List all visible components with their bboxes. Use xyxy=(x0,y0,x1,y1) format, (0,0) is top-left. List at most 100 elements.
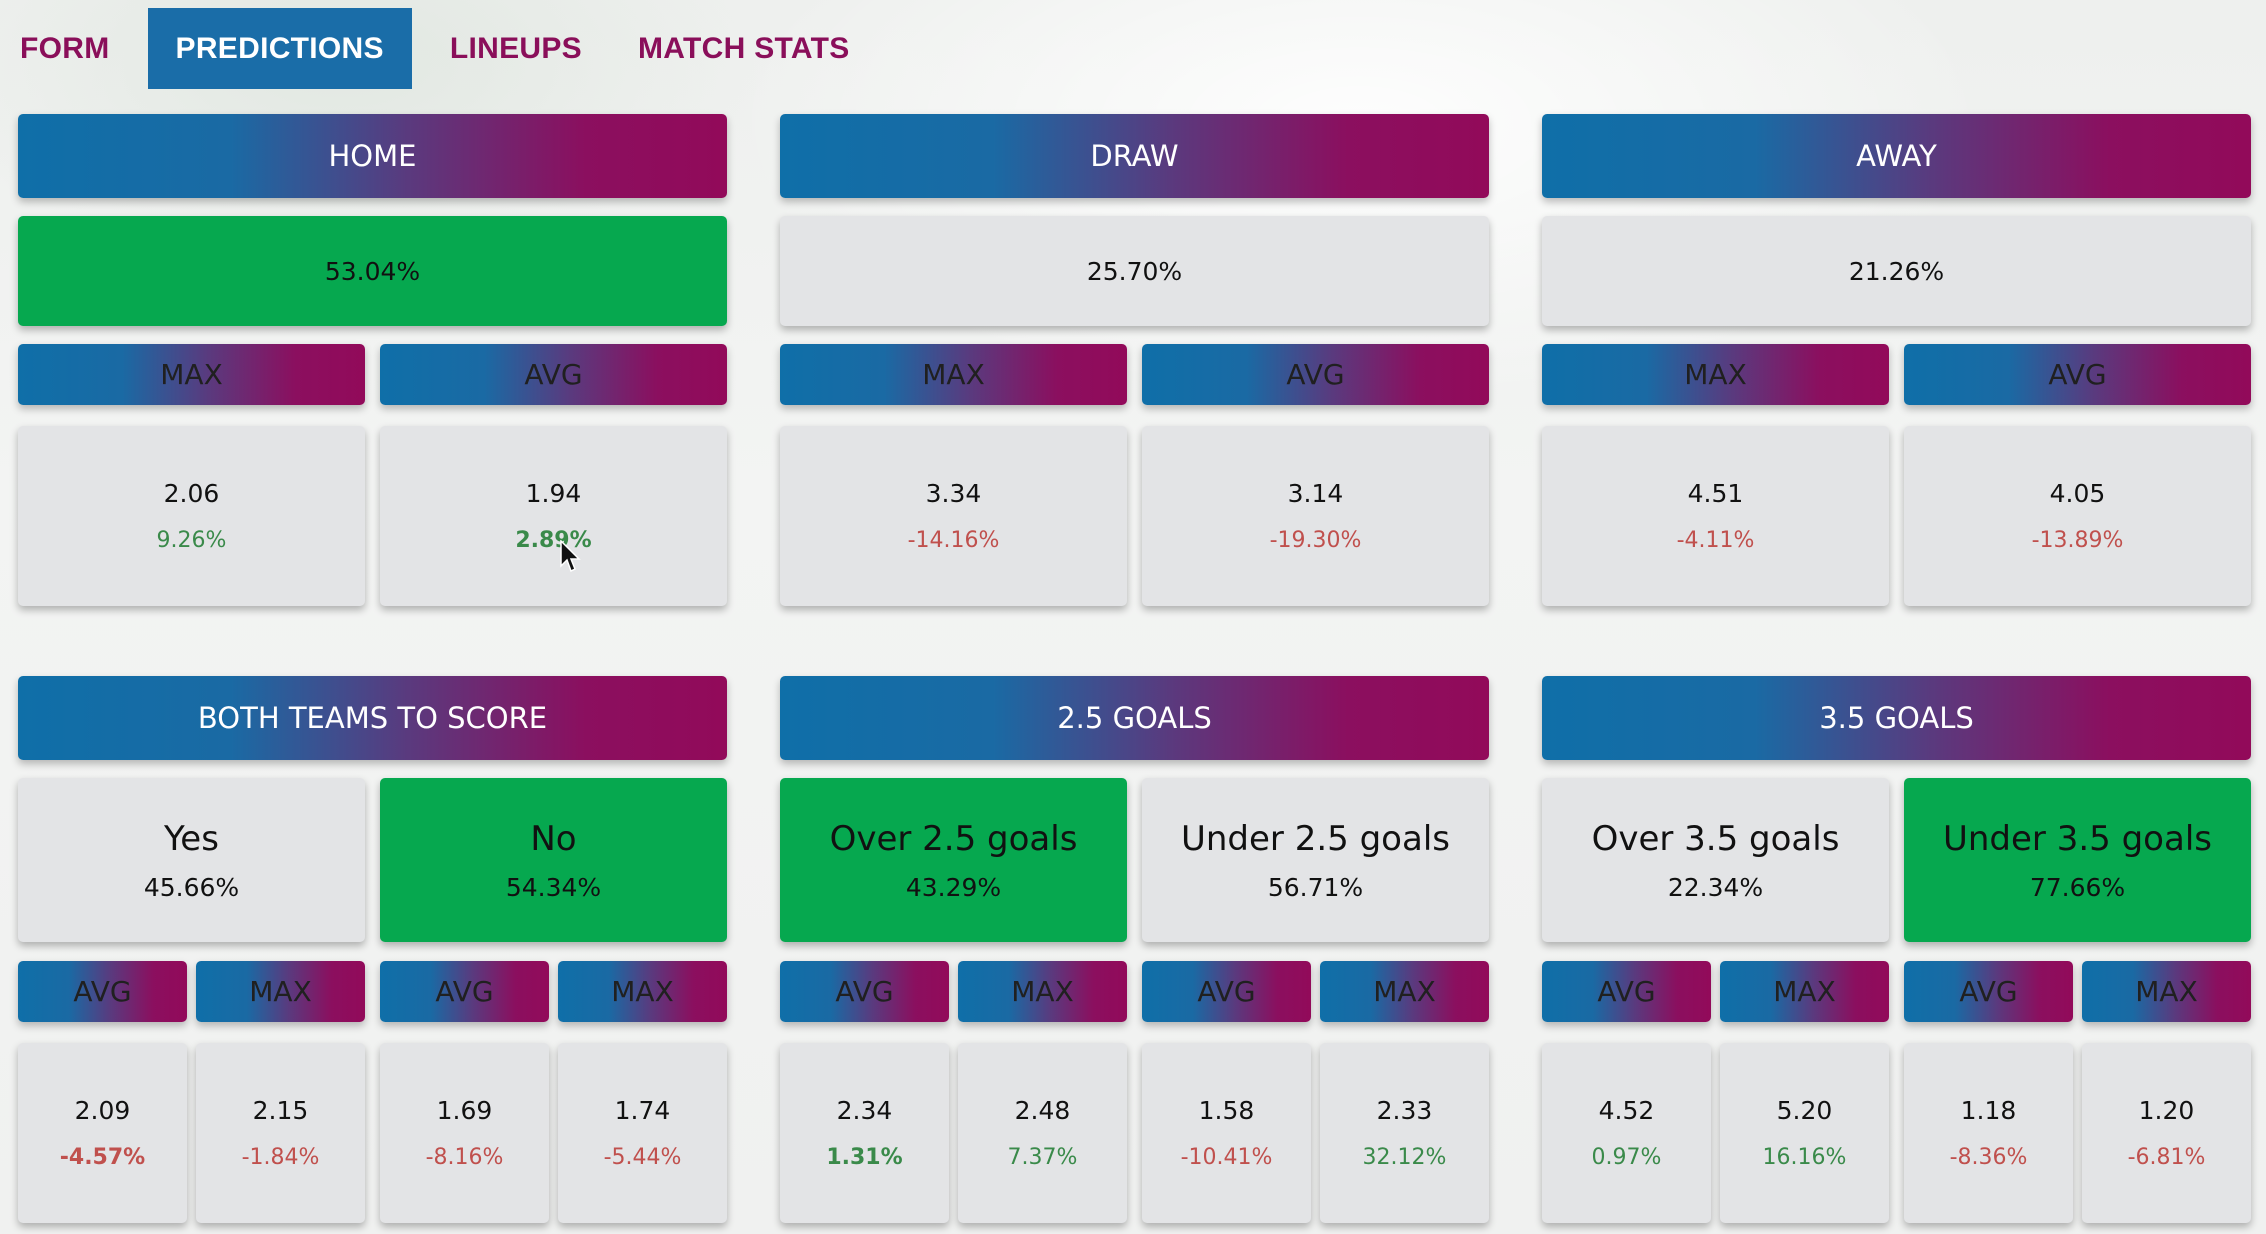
max-odds-card: 2.33 32.12% xyxy=(1320,1043,1489,1223)
odds-change: -8.16% xyxy=(425,1145,504,1170)
odds-change: -1.84% xyxy=(241,1145,320,1170)
option-label: Under 2.5 goals xyxy=(1181,818,1450,859)
max-odds-card: 4.51 -4.11% xyxy=(1542,426,1889,606)
avg-odds-header: AVG xyxy=(380,344,727,405)
outcome-probability: 25.70% xyxy=(780,216,1489,326)
max-odds-header: MAX xyxy=(1320,961,1489,1022)
odds-change: 16.16% xyxy=(1762,1145,1847,1170)
outcome-title: HOME xyxy=(18,114,727,198)
odds-change: -5.44% xyxy=(603,1145,682,1170)
max-odds-card: 1.20 -6.81% xyxy=(2082,1043,2251,1223)
odds-change: -14.16% xyxy=(907,528,1000,553)
odds-value: 1.18 xyxy=(1960,1096,2017,1125)
avg-odds-header: AVG xyxy=(1904,961,2073,1022)
odds-change: 0.97% xyxy=(1591,1145,1662,1170)
odds-change: -4.57% xyxy=(59,1145,146,1170)
market-option-over: Over 3.5 goals 22.34% xyxy=(1542,778,1889,942)
avg-odds-card: 4.52 0.97% xyxy=(1542,1043,1711,1223)
mouse-cursor-icon xyxy=(560,540,581,573)
option-probability: 77.66% xyxy=(2029,872,2126,902)
tab-form[interactable]: FORM xyxy=(20,31,110,65)
odds-value: 2.34 xyxy=(836,1096,893,1125)
option-probability: 22.34% xyxy=(1667,872,1764,902)
market-title: BOTH TEAMS TO SCORE xyxy=(18,676,727,760)
avg-odds-card: 2.09 -4.57% xyxy=(18,1043,187,1223)
odds-change: -6.81% xyxy=(2127,1145,2206,1170)
tab-predictions[interactable]: PREDICTIONS xyxy=(147,8,412,89)
tab-lineups[interactable]: LINEUPS xyxy=(449,31,582,65)
max-odds-card: 1.74 -5.44% xyxy=(558,1043,727,1223)
odds-value: 1.94 xyxy=(525,479,582,508)
odds-change: 7.37% xyxy=(1007,1145,1078,1170)
odds-value: 5.20 xyxy=(1776,1096,1833,1125)
avg-odds-card: 3.14 -19.30% xyxy=(1142,426,1489,606)
odds-change: 9.26% xyxy=(156,528,227,553)
odds-value: 3.34 xyxy=(925,479,982,508)
outcome-probability: 53.04% xyxy=(18,216,727,326)
option-label: Over 2.5 goals xyxy=(829,818,1078,859)
odds-value: 1.74 xyxy=(614,1096,671,1125)
odds-change: 1.31% xyxy=(826,1145,903,1170)
market-option-no: No 54.34% xyxy=(380,778,727,942)
max-odds-card: 5.20 16.16% xyxy=(1720,1043,1889,1223)
option-label: Over 3.5 goals xyxy=(1591,818,1840,859)
max-odds-card: 2.48 7.37% xyxy=(958,1043,1127,1223)
max-odds-header: MAX xyxy=(1720,961,1889,1022)
max-odds-header: MAX xyxy=(558,961,727,1022)
max-odds-header: MAX xyxy=(18,344,365,405)
max-odds-header: MAX xyxy=(1542,344,1889,405)
market-option-yes: Yes 45.66% xyxy=(18,778,365,942)
odds-value: 2.15 xyxy=(252,1096,309,1125)
avg-odds-card: 1.18 -8.36% xyxy=(1904,1043,2073,1223)
avg-odds-card: 1.94 2.89% xyxy=(380,426,727,606)
tab-bar: FORM PREDICTIONS LINEUPS MATCH STATS xyxy=(0,8,878,89)
avg-odds-header: AVG xyxy=(1142,344,1489,405)
odds-value: 1.58 xyxy=(1198,1096,1255,1125)
tab-match-stats[interactable]: MATCH STATS xyxy=(637,31,850,65)
odds-value: 3.14 xyxy=(1287,479,1344,508)
odds-value: 1.69 xyxy=(436,1096,493,1125)
avg-odds-header: AVG xyxy=(1542,961,1711,1022)
market-option-over: Over 2.5 goals 43.29% xyxy=(780,778,1127,942)
odds-value: 4.52 xyxy=(1598,1096,1655,1125)
option-probability: 56.71% xyxy=(1267,872,1364,902)
option-probability: 43.29% xyxy=(905,872,1002,902)
avg-odds-card: 4.05 -13.89% xyxy=(1904,426,2251,606)
outcome-title: DRAW xyxy=(780,114,1489,198)
odds-value: 4.05 xyxy=(2049,479,2106,508)
market-option-under: Under 2.5 goals 56.71% xyxy=(1142,778,1489,942)
odds-change: 32.12% xyxy=(1362,1145,1447,1170)
odds-change: -4.11% xyxy=(1676,528,1755,553)
odds-value: 4.51 xyxy=(1687,479,1744,508)
market-option-under: Under 3.5 goals 77.66% xyxy=(1904,778,2251,942)
avg-odds-header: AVG xyxy=(1904,344,2251,405)
odds-value: 2.33 xyxy=(1376,1096,1433,1125)
max-odds-header: MAX xyxy=(196,961,365,1022)
option-probability: 54.34% xyxy=(505,872,602,902)
max-odds-card: 2.06 9.26% xyxy=(18,426,365,606)
market-title: 3.5 GOALS xyxy=(1542,676,2251,760)
max-odds-header: MAX xyxy=(958,961,1127,1022)
avg-odds-header: AVG xyxy=(18,961,187,1022)
market-title: 2.5 GOALS xyxy=(780,676,1489,760)
outcome-title: AWAY xyxy=(1542,114,2251,198)
option-label: No xyxy=(530,818,577,859)
avg-odds-card: 1.58 -10.41% xyxy=(1142,1043,1311,1223)
odds-change: 2.89% xyxy=(515,528,592,553)
odds-change: -19.30% xyxy=(1269,528,1362,553)
odds-change: -10.41% xyxy=(1180,1145,1273,1170)
avg-odds-header: AVG xyxy=(1142,961,1311,1022)
max-odds-card: 2.15 -1.84% xyxy=(196,1043,365,1223)
option-label: Yes xyxy=(164,818,219,859)
option-probability: 45.66% xyxy=(143,872,240,902)
option-label: Under 3.5 goals xyxy=(1943,818,2212,859)
avg-odds-header: AVG xyxy=(380,961,549,1022)
max-odds-header: MAX xyxy=(2082,961,2251,1022)
outcome-probability: 21.26% xyxy=(1542,216,2251,326)
odds-change: -13.89% xyxy=(2031,528,2124,553)
avg-odds-card: 2.34 1.31% xyxy=(780,1043,949,1223)
odds-value: 2.09 xyxy=(74,1096,131,1125)
odds-change: -8.36% xyxy=(1949,1145,2028,1170)
max-odds-card: 3.34 -14.16% xyxy=(780,426,1127,606)
max-odds-header: MAX xyxy=(780,344,1127,405)
